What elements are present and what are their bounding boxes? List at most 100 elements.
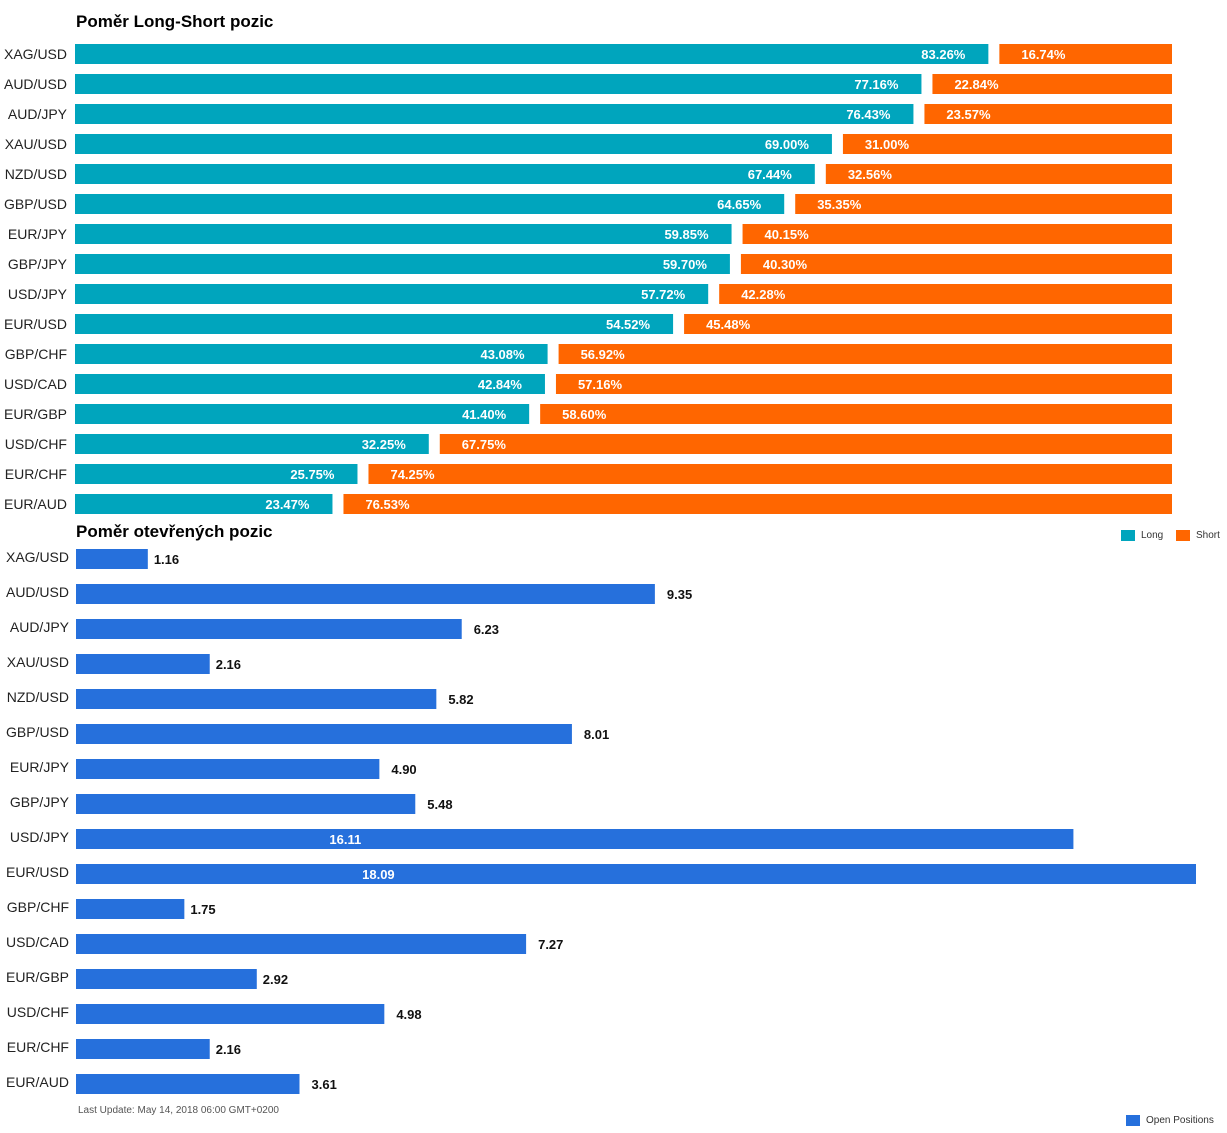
long-bar (75, 464, 358, 484)
short-bar (742, 224, 1172, 244)
short-bar (684, 314, 1172, 334)
long-bar (75, 194, 785, 214)
legend-short-swatch (1176, 530, 1190, 541)
short-value-label: 74.25% (390, 467, 435, 482)
category-label: EUR/JPY (10, 759, 70, 775)
category-label: EUR/CHF (5, 466, 67, 482)
open-positions-bar (76, 864, 1196, 884)
short-value-label: 40.15% (765, 227, 810, 242)
long-value-label: 77.16% (854, 77, 899, 92)
long-value-label: 42.84% (478, 377, 523, 392)
short-bar (439, 434, 1173, 454)
open-positions-bar (76, 899, 185, 919)
open-positions-value-label: 7.27 (538, 937, 563, 952)
long-value-label: 32.25% (362, 437, 407, 452)
short-value-label: 67.75% (462, 437, 507, 452)
short-value-label: 58.60% (562, 407, 607, 422)
long-bar (75, 224, 732, 244)
long-value-label: 43.08% (480, 347, 525, 362)
long-value-label: 83.26% (921, 47, 966, 62)
category-label: EUR/JPY (8, 226, 68, 242)
open-positions-bar (76, 1074, 300, 1094)
short-bar (343, 494, 1172, 514)
short-bar (795, 194, 1172, 214)
long-bar (75, 374, 545, 394)
short-bar (842, 134, 1172, 154)
open-positions-value-label: 5.82 (448, 692, 473, 707)
legend-long-swatch (1121, 530, 1135, 541)
category-label: EUR/CHF (7, 1039, 69, 1055)
open-positions-bar (76, 934, 527, 954)
open-positions-value-label: 3.61 (312, 1077, 337, 1092)
long-value-label: 23.47% (265, 497, 310, 512)
short-value-label: 31.00% (865, 137, 910, 152)
open-positions-bar (76, 654, 210, 674)
short-value-label: 40.30% (763, 257, 808, 272)
legend-short: Short (1176, 530, 1220, 541)
long-bar (75, 254, 730, 274)
short-bar (932, 74, 1172, 94)
short-value-label: 42.28% (741, 287, 786, 302)
category-label: XAU/USD (7, 654, 69, 670)
category-label: USD/JPY (8, 286, 68, 302)
short-value-label: 23.57% (946, 107, 991, 122)
short-bar (999, 44, 1172, 64)
open-positions-bar (76, 829, 1074, 849)
open-positions-value-label: 2.16 (216, 1042, 241, 1057)
long-value-label: 25.75% (290, 467, 335, 482)
short-value-label: 35.35% (817, 197, 862, 212)
open-positions-value-label: 18.09 (362, 867, 395, 882)
short-value-label: 22.84% (954, 77, 999, 92)
legend-open-positions: Open Positions (1126, 1115, 1214, 1126)
category-label: EUR/USD (4, 316, 67, 332)
long-value-label: 54.52% (606, 317, 651, 332)
open-positions-value-label: 4.98 (396, 1007, 421, 1022)
long-value-label: 59.70% (663, 257, 708, 272)
long-value-label: 67.44% (748, 167, 793, 182)
open-positions-bar (76, 759, 380, 779)
open-positions-bar (76, 584, 655, 604)
long-bar (75, 344, 548, 364)
category-label: EUR/GBP (6, 969, 69, 985)
open-positions-bar (76, 549, 148, 569)
legend-long-label: Long (1141, 530, 1164, 541)
category-label: USD/CHF (5, 436, 67, 452)
long-bar (75, 74, 922, 94)
open-positions-value-label: 1.16 (154, 552, 179, 567)
category-label: GBP/JPY (8, 256, 68, 272)
long-bar (75, 44, 989, 64)
short-value-label: 57.16% (578, 377, 623, 392)
category-label: XAG/USD (4, 46, 67, 62)
open-positions-bar (76, 794, 416, 814)
open-positions-value-label: 5.48 (427, 797, 452, 812)
short-bar (368, 464, 1172, 484)
category-label: NZD/USD (7, 689, 69, 705)
category-label: GBP/USD (6, 724, 69, 740)
long-value-label: 41.40% (462, 407, 507, 422)
open-positions-value-label: 16.11 (329, 832, 361, 847)
long-bar (75, 494, 333, 514)
short-value-label: 45.48% (706, 317, 751, 332)
long-bar (75, 164, 815, 184)
long-bar (75, 404, 530, 424)
short-bar (555, 374, 1172, 394)
long-bar (75, 284, 709, 304)
category-label: NZD/USD (5, 166, 67, 182)
category-label: GBP/JPY (10, 794, 70, 810)
short-bar (558, 344, 1172, 364)
long-value-label: 57.72% (641, 287, 686, 302)
long-value-label: 59.85% (664, 227, 709, 242)
short-bar (740, 254, 1172, 274)
category-label: USD/CHF (7, 1004, 69, 1020)
category-label: USD/JPY (10, 829, 70, 845)
legend-open-swatch (1126, 1115, 1140, 1126)
short-value-label: 76.53% (365, 497, 410, 512)
open-positions-value-label: 2.16 (216, 657, 241, 672)
category-label: GBP/CHF (5, 346, 67, 362)
category-label: AUD/USD (4, 76, 67, 92)
long-bar (75, 134, 832, 154)
category-label: EUR/AUD (6, 1074, 69, 1090)
short-bar (924, 104, 1172, 124)
legend-short-label: Short (1196, 530, 1220, 541)
open-positions-bar (76, 619, 462, 639)
